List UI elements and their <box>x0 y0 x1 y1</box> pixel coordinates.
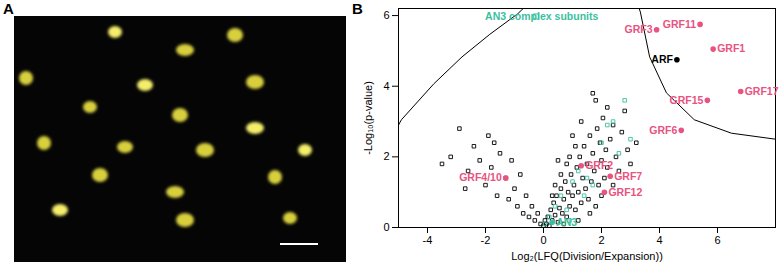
html-text:A: A <box>3 0 14 17</box>
svg-text:GRF7: GRF7 <box>614 170 642 182</box>
html-text:B: B <box>352 0 363 17</box>
svg-text:GRF2: GRF2 <box>585 159 613 171</box>
svg-text:GRF17: GRF17 <box>745 85 779 97</box>
svg-text:6: 6 <box>714 234 720 246</box>
svg-text:AN3 complex subunits: AN3 complex subunits <box>485 10 598 22</box>
svg-text:GRF1: GRF1 <box>717 42 745 54</box>
svg-text:Log₂(LFQ(Division/Expansion)): Log₂(LFQ(Division/Expansion)) <box>511 250 663 262</box>
svg-text:GRF4/10: GRF4/10 <box>459 171 502 183</box>
svg-text:0: 0 <box>540 234 546 246</box>
svg-text:2: 2 <box>598 234 604 246</box>
svg-text:GRF6: GRF6 <box>649 124 677 136</box>
svg-text:GRF11: GRF11 <box>663 18 696 30</box>
svg-text:ARF: ARF <box>651 53 673 65</box>
svg-text:GRF3: GRF3 <box>625 23 653 35</box>
svg-text:GRF12: GRF12 <box>608 186 642 198</box>
svg-text:AN3: AN3 <box>556 216 577 228</box>
svg-text:6: 6 <box>383 9 389 21</box>
svg-text:-2: -2 <box>481 234 491 246</box>
svg-text:0: 0 <box>383 221 389 233</box>
svg-text:4: 4 <box>383 80 389 92</box>
svg-text:GRF15: GRF15 <box>670 94 704 106</box>
svg-text:4: 4 <box>656 234 662 246</box>
svg-text:2: 2 <box>383 150 389 162</box>
svg-text:-4: -4 <box>423 234 433 246</box>
svg-text:-Log₁₀(p-value): -Log₁₀(p-value) <box>362 81 374 155</box>
